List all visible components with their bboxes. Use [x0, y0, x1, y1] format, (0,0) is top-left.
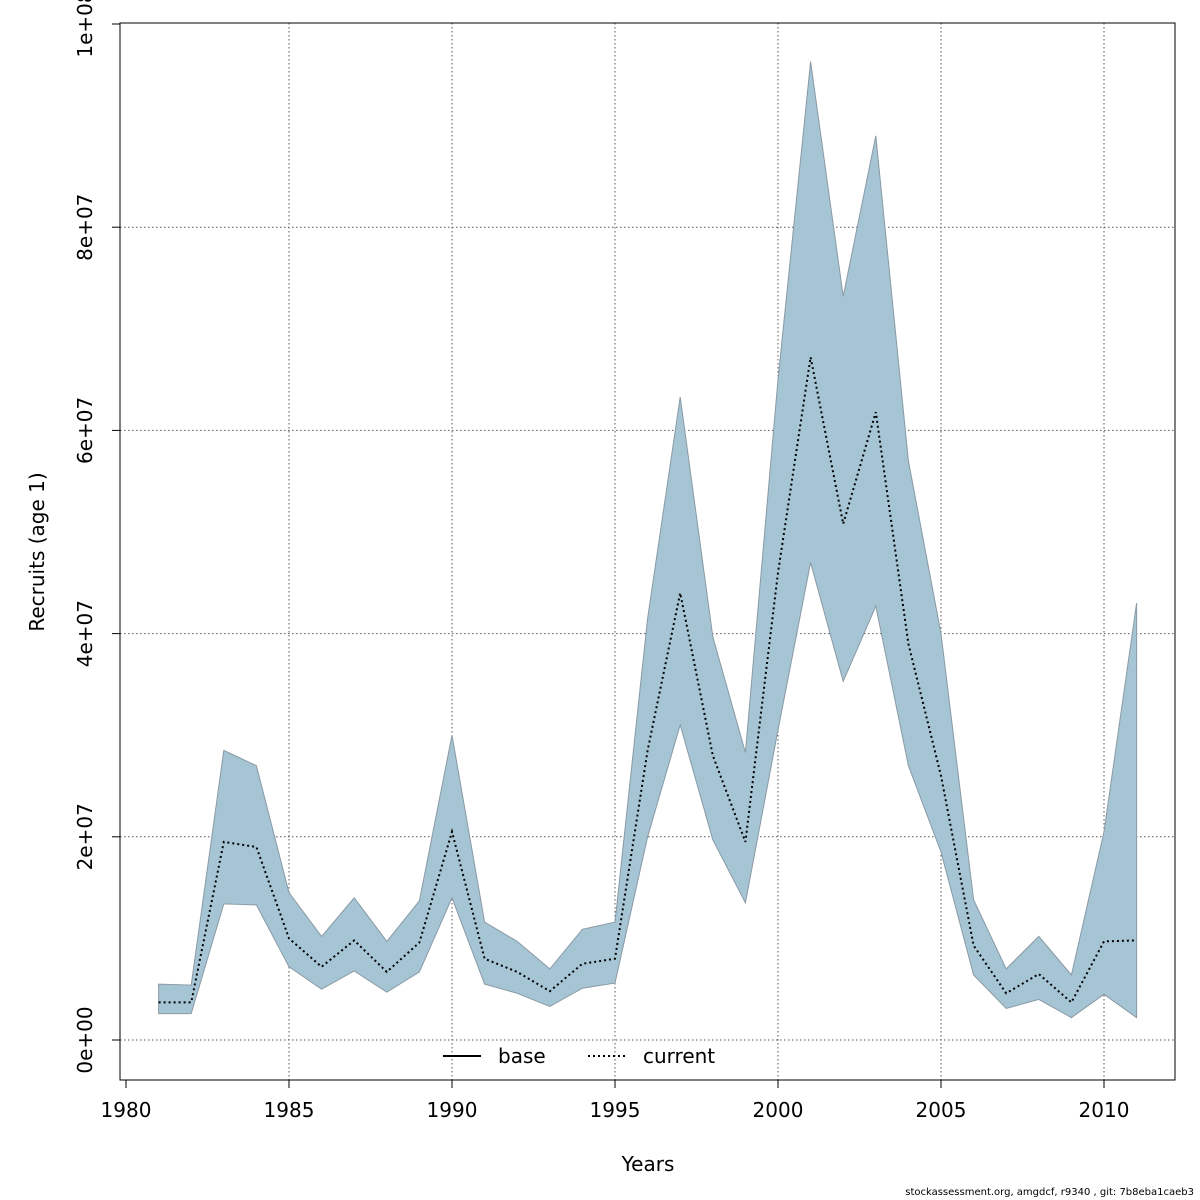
- x-tick-label: 1990: [427, 1098, 478, 1122]
- x-tick-label: 2000: [753, 1098, 804, 1122]
- x-tick-label: 2010: [1079, 1098, 1130, 1122]
- x-tick-label: 1980: [101, 1098, 152, 1122]
- plot-frame: [119, 22, 1176, 1081]
- y-tick-label: 2e+07: [73, 803, 97, 870]
- y-tick-label: 4e+07: [73, 600, 97, 667]
- x-axis-label: Years: [621, 1152, 675, 1176]
- series-line-current: [158, 357, 1137, 1004]
- x-tick-label: 1995: [590, 1098, 641, 1122]
- y-tick-label: 1e+08: [73, 0, 97, 58]
- footer-credit: stockassessment.org, amgdcf, r9340 , git…: [905, 1187, 1194, 1198]
- x-tick-label: 2005: [916, 1098, 967, 1122]
- legend-label-base: base: [498, 1044, 546, 1068]
- y-tick-label: 0e+00: [73, 1006, 97, 1073]
- legend-label-current: current: [643, 1044, 715, 1068]
- series-lines: [158, 357, 1137, 1004]
- x-tick-label: 1985: [264, 1098, 315, 1122]
- x-axis: 1980 1985 1990 1995 2000 2005 2010: [101, 1080, 1130, 1122]
- y-tick-label: 6e+07: [73, 397, 97, 464]
- y-tick-label: 8e+07: [73, 194, 97, 261]
- confidence-band-area: [158, 61, 1138, 1019]
- y-axis-label: Recruits (age 1): [25, 472, 49, 631]
- confidence-band: [158, 61, 1138, 1019]
- legend: base current: [443, 1044, 715, 1068]
- y-axis: 0e+00 2e+07 4e+07 6e+07 8e+07 1e+08: [73, 0, 120, 1074]
